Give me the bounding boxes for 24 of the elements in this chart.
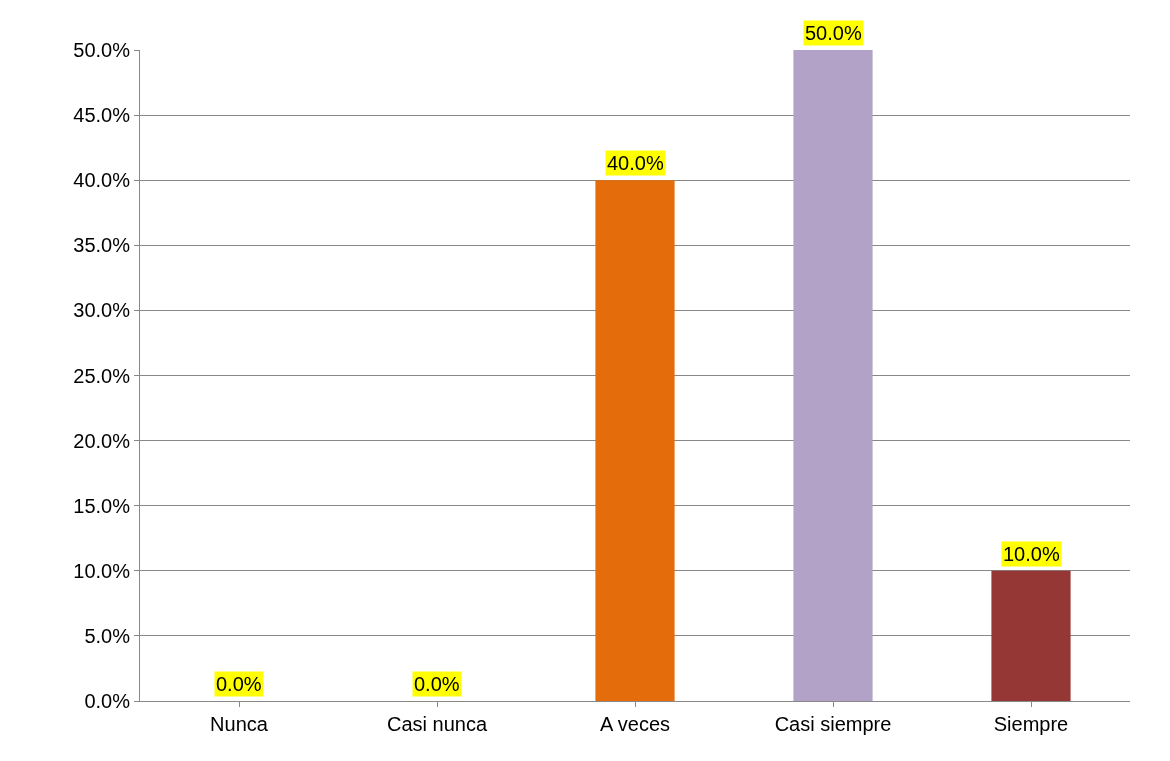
- y-tick-label: 0.0%: [84, 690, 131, 712]
- x-tick-label: Siempre: [993, 713, 1069, 735]
- bar: [991, 570, 1071, 701]
- x-tick-label: Casi nunca: [386, 713, 488, 735]
- bar: [793, 50, 873, 701]
- y-tick-label: 45.0%: [73, 104, 131, 127]
- y-tick-label: 30.0%: [73, 299, 131, 322]
- y-tick-label: 10.0%: [73, 559, 131, 582]
- data-label: 10.0%: [1003, 543, 1060, 565]
- y-tick-label: 5.0%: [84, 624, 131, 647]
- bar: [595, 180, 675, 701]
- data-label: 0.0%: [414, 673, 460, 695]
- data-label: 0.0%: [216, 673, 262, 695]
- y-tick-label: 15.0%: [73, 494, 131, 517]
- x-tick-label: Casi siempre: [774, 713, 892, 735]
- y-tick-label: 20.0%: [73, 429, 131, 452]
- x-tick-label: A veces: [599, 713, 671, 735]
- x-tick-label: Nunca: [210, 713, 269, 735]
- data-label: 40.0%: [607, 152, 664, 174]
- y-tick-label: 40.0%: [73, 169, 131, 192]
- data-label: 50.0%: [805, 22, 862, 44]
- y-tick-label: 50.0%: [73, 39, 131, 61]
- y-tick-label: 25.0%: [73, 364, 131, 387]
- y-tick-label: 35.0%: [73, 234, 131, 257]
